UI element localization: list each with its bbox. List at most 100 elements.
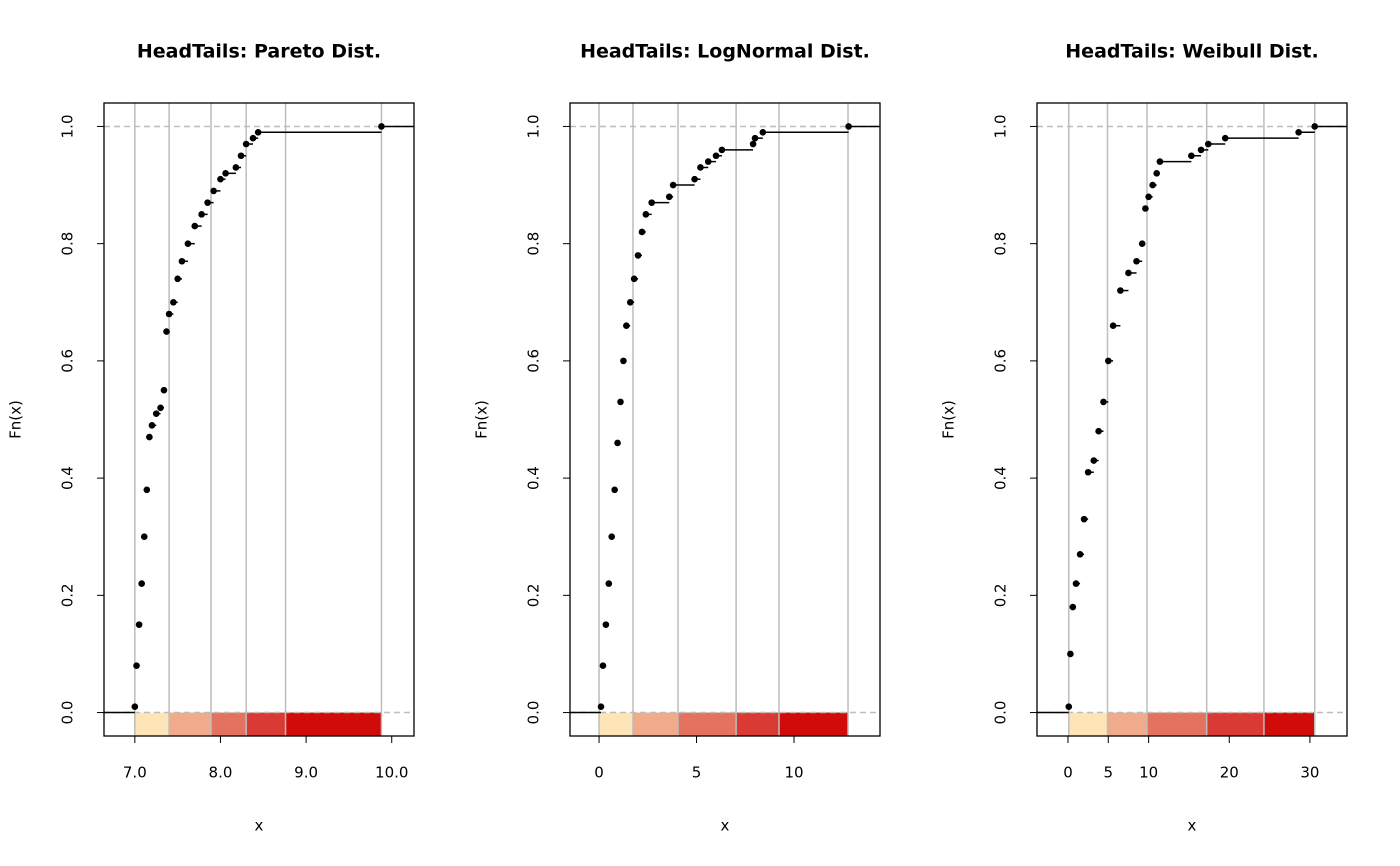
- point: [1100, 398, 1107, 406]
- class-color-bar: [1107, 712, 1147, 736]
- class-color-bar: [736, 712, 780, 736]
- point: [165, 310, 173, 318]
- point: [135, 621, 143, 628]
- point: [1138, 240, 1146, 247]
- point: [620, 357, 627, 365]
- class-color-bar: [1068, 712, 1108, 736]
- class-color-bar: [678, 712, 737, 736]
- point: [1084, 468, 1092, 476]
- x-tick-label: 10.0: [375, 764, 408, 782]
- panel-title: HeadTails: Pareto Dist.: [137, 41, 381, 63]
- point: [626, 298, 634, 306]
- point: [1204, 140, 1212, 148]
- y-tick-label: 1.0: [992, 115, 1010, 139]
- y-tick-label: 0.0: [59, 701, 77, 725]
- point: [163, 328, 170, 335]
- class-color-bar: [779, 712, 849, 736]
- class-color-bar: [134, 712, 170, 736]
- point: [648, 199, 655, 206]
- y-tick-label: 0.8: [59, 232, 77, 256]
- point: [1311, 123, 1319, 130]
- point: [242, 140, 250, 148]
- panel-title: HeadTails: LogNormal Dist.: [580, 41, 870, 63]
- point: [140, 533, 148, 541]
- class-color-bar: [211, 712, 247, 736]
- point: [1149, 181, 1156, 189]
- point: [1133, 257, 1140, 265]
- point: [759, 129, 767, 136]
- point: [1109, 322, 1117, 330]
- point: [1067, 650, 1074, 658]
- plot-frame: [569, 102, 881, 737]
- point: [634, 252, 642, 259]
- x-tick-label: 10: [784, 764, 803, 782]
- point: [1117, 287, 1124, 294]
- point: [217, 175, 224, 183]
- point: [718, 146, 726, 154]
- y-axis-label: Fn(x): [940, 400, 958, 439]
- y-tick-label: 0.6: [59, 349, 77, 373]
- class-color-bar: [599, 712, 633, 736]
- point: [133, 662, 140, 669]
- point: [254, 129, 262, 136]
- y-axis-label: Fn(x): [473, 400, 491, 439]
- y-tick-label: 0.0: [525, 701, 543, 725]
- point: [605, 580, 613, 587]
- class-color-bar: [169, 712, 212, 736]
- point: [157, 404, 164, 412]
- point: [704, 158, 712, 165]
- point: [378, 123, 385, 130]
- point: [1104, 357, 1112, 365]
- y-tick-label: 0.4: [59, 466, 77, 490]
- y-axis-label: Fn(x): [7, 400, 25, 439]
- point: [160, 386, 168, 394]
- y-tick-label: 0.4: [992, 466, 1010, 490]
- point: [614, 439, 621, 447]
- point: [1197, 146, 1205, 154]
- point: [665, 193, 673, 201]
- y-tick-label: 1.0: [525, 115, 543, 139]
- point: [143, 486, 151, 494]
- point: [630, 275, 638, 283]
- point: [1076, 551, 1084, 558]
- point: [222, 170, 229, 177]
- class-color-bar: [1147, 712, 1207, 736]
- y-tick-label: 0.0: [992, 701, 1010, 725]
- point: [691, 175, 698, 183]
- plot-frame: [1036, 102, 1348, 737]
- point: [599, 662, 607, 669]
- point: [751, 134, 759, 142]
- x-tick-label: 0: [1063, 764, 1073, 782]
- point: [174, 275, 181, 283]
- x-tick-label: 9.0: [294, 764, 318, 782]
- point: [204, 199, 211, 206]
- point: [184, 240, 192, 247]
- class-color-bar: [1206, 712, 1264, 736]
- point: [712, 152, 720, 160]
- panel: HeadTails: Weibull Dist. x Fn(x) 0 5 10 20 30 0.…: [940, 41, 1348, 835]
- x-tick-label: 5: [692, 764, 702, 782]
- point: [1156, 158, 1164, 165]
- point: [232, 164, 240, 171]
- point: [146, 433, 153, 441]
- point: [1090, 457, 1098, 464]
- point: [623, 322, 630, 330]
- x-axis-label: x: [255, 817, 264, 835]
- point: [178, 257, 186, 265]
- y-tick-label: 0.8: [992, 232, 1010, 256]
- y-tick-label: 0.8: [525, 232, 543, 256]
- point: [749, 140, 757, 148]
- point: [845, 123, 852, 130]
- point: [198, 211, 205, 218]
- panel-title: HeadTails: Weibull Dist.: [1065, 41, 1318, 63]
- y-tick-label: 0.4: [525, 466, 543, 490]
- point: [138, 580, 145, 587]
- point: [638, 228, 646, 236]
- x-tick-label: 30: [1300, 764, 1319, 782]
- point: [1065, 703, 1073, 710]
- point: [1145, 193, 1152, 201]
- y-tick-label: 0.6: [992, 349, 1010, 373]
- plot-frame: [103, 102, 415, 737]
- point: [131, 703, 139, 710]
